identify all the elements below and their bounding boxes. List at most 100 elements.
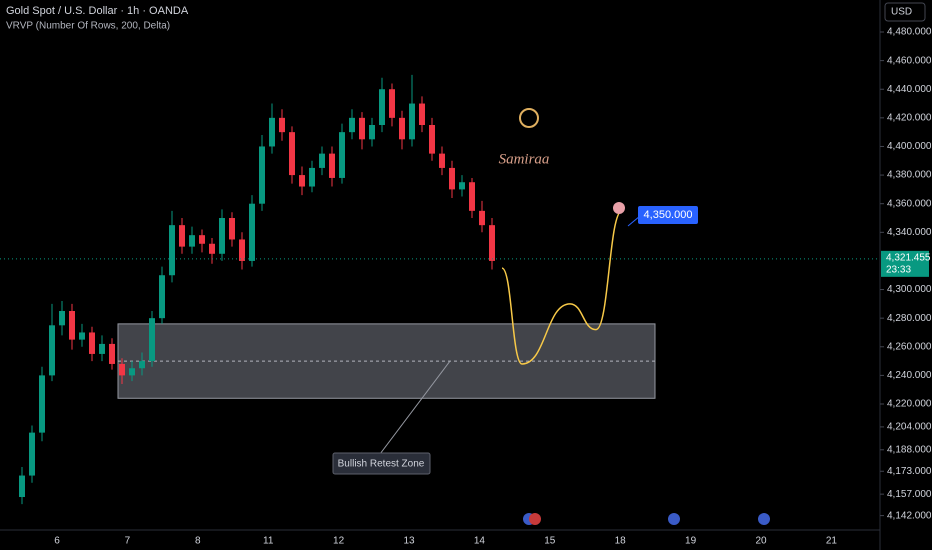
y-tick-label: 4,420.000 — [887, 112, 932, 123]
candle-body — [49, 325, 55, 376]
candle-body — [249, 203, 255, 261]
candle-body — [489, 225, 495, 261]
candle-body — [239, 239, 245, 261]
y-tick-label: 4,142.000 — [887, 510, 932, 521]
projection-path — [501, 210, 623, 365]
x-tick-label: 11 — [263, 536, 274, 547]
annotation-box — [332, 452, 431, 475]
target-icon — [613, 202, 625, 215]
candle-body — [149, 318, 155, 362]
y-tick-label: 4,204.000 — [887, 422, 932, 433]
candle-body — [309, 167, 315, 187]
y-tick-label: 4,220.000 — [887, 399, 932, 410]
candle-body — [459, 182, 465, 190]
y-tick-label: 4,300.000 — [887, 284, 932, 295]
logo-icon — [519, 108, 539, 128]
candle-body — [479, 210, 485, 226]
candle-body — [439, 153, 445, 168]
x-tick-label: 13 — [403, 536, 415, 547]
indicator-label: VRVP (Number Of Rows, 200, Delta) — [6, 21, 170, 32]
candle-body — [449, 167, 455, 190]
currency[interactable]: USD — [891, 7, 912, 18]
y-tick-label: 4,460.000 — [887, 55, 932, 66]
y-tick-label: 4,157.000 — [887, 489, 932, 500]
candle-body — [199, 235, 205, 244]
candle-body — [269, 117, 275, 147]
last-price-label: 4,321.455 — [886, 252, 931, 263]
y-tick-label: 4,260.000 — [887, 341, 932, 352]
candle-body — [279, 117, 285, 133]
candle-body — [179, 225, 185, 247]
candle-body — [419, 103, 425, 126]
y-tick-label: 4,280.000 — [887, 313, 932, 324]
candle-body — [189, 235, 195, 247]
candle-body — [469, 182, 475, 211]
candle-body — [219, 218, 225, 254]
candle-body — [19, 475, 25, 498]
y-tick-label: 4,400.000 — [887, 141, 932, 152]
candle-body — [159, 275, 165, 319]
y-tick-label: 4,240.000 — [887, 370, 932, 381]
candle-body — [209, 243, 215, 254]
y-tick-label: 4,380.000 — [887, 170, 932, 181]
candle-body — [429, 125, 435, 154]
candle-body — [59, 311, 65, 326]
chart-title: Gold Spot / U.S. Dollar · 1h · OANDA — [6, 5, 189, 17]
candle-body — [399, 117, 405, 140]
candle-body — [319, 153, 325, 168]
annotation-label: Bullish Retest Zone — [338, 459, 425, 470]
candle-body — [69, 311, 75, 340]
x-tick-label: 14 — [474, 536, 486, 547]
candle-body — [369, 125, 375, 140]
candle-body — [29, 432, 35, 476]
candle-body — [299, 175, 305, 187]
target-label: 4,350.000 — [644, 209, 693, 221]
y-tick-label: 4,360.000 — [887, 198, 932, 209]
x-tick-label: 20 — [755, 536, 767, 547]
candle-body — [39, 375, 45, 433]
candle-body — [119, 363, 125, 376]
annotation-line — [379, 360, 451, 455]
candle-body — [329, 153, 335, 178]
x-tick-label: 12 — [333, 536, 345, 547]
candle-body — [169, 225, 175, 276]
candle-body — [409, 103, 415, 140]
currency-box[interactable] — [884, 2, 926, 22]
y-tick-label: 4,440.000 — [887, 84, 932, 95]
candle-body — [259, 146, 265, 204]
candle-body — [129, 368, 135, 376]
y-tick-label: 4,188.000 — [887, 444, 932, 455]
target-box — [638, 206, 698, 225]
candle-body — [349, 117, 355, 133]
x-tick-label: 6 — [54, 536, 60, 547]
y-tick-label: 4,480.000 — [887, 27, 932, 38]
candle-body — [359, 117, 365, 140]
last-price-box — [881, 250, 929, 277]
candle-body — [139, 361, 145, 369]
x-tick-label: 7 — [125, 536, 131, 547]
candle-body — [99, 343, 105, 354]
x-tick-label: 21 — [826, 536, 838, 547]
event-flag[interactable] — [758, 513, 770, 525]
candle-body — [109, 343, 115, 364]
y-tick-label: 4,340.000 — [887, 227, 932, 238]
candle-body — [89, 332, 95, 354]
y-tick-label: 4,173.000 — [887, 466, 932, 477]
x-tick-label: 8 — [195, 536, 201, 547]
x-tick-label: 19 — [685, 536, 697, 547]
x-tick-label: 18 — [615, 536, 627, 547]
candle-body — [79, 332, 85, 340]
watermark: Samiraa — [499, 151, 550, 167]
event-flag[interactable] — [668, 513, 680, 525]
candle-body — [339, 132, 345, 178]
retest-zone — [117, 323, 656, 399]
candle-body — [379, 89, 385, 126]
event-icons — [523, 513, 770, 525]
countdown: 23:33 — [886, 264, 911, 275]
candle-body — [289, 132, 295, 176]
candle-body — [389, 89, 395, 118]
x-tick-label: 15 — [544, 536, 556, 547]
candle-body — [229, 218, 235, 240]
event-flag[interactable] — [529, 513, 541, 525]
